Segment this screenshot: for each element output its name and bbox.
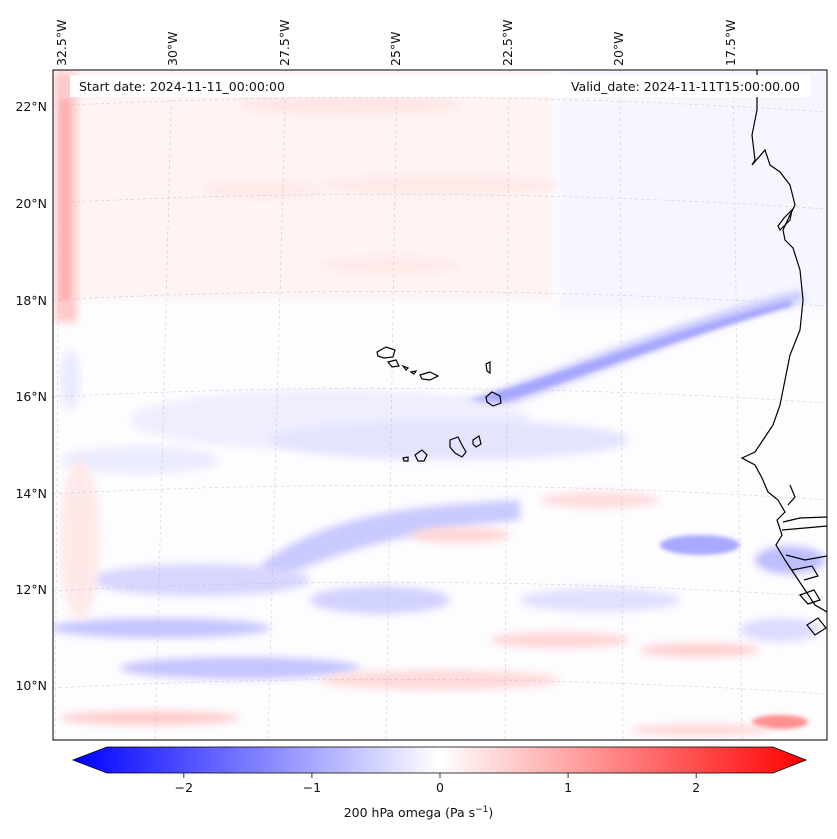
omega-field	[53, 70, 827, 736]
gridlines	[53, 70, 827, 740]
lat-label: 16°N	[15, 389, 47, 404]
colorbar-label: 200 hPa omega (Pa s−1)	[343, 805, 494, 821]
colorbar-tick-label: 0	[436, 780, 444, 795]
lat-label: 12°N	[15, 582, 47, 597]
colorbar-ticks: −2 −1 0 1 2	[175, 773, 700, 795]
coastline	[740, 70, 827, 636]
colorbar-bar	[71, 746, 808, 774]
lon-label: 30°W	[165, 31, 180, 66]
colorbar-tick-label: 2	[692, 780, 700, 795]
lat-label: 20°N	[15, 196, 47, 211]
latitude-labels: 22°N 20°N 18°N 16°N 14°N 12°N 10°N	[15, 99, 47, 693]
colorbar-tick-label: −1	[303, 780, 321, 795]
lon-label: 22.5°W	[500, 20, 515, 66]
lon-label: 25°W	[388, 31, 403, 66]
colorbar: −2 −1 0 1 2	[71, 746, 808, 795]
lat-label: 18°N	[15, 293, 47, 308]
valid-date: Valid_date: 2024-11-11T15:00:00.00	[571, 79, 800, 94]
cape-verde-islands	[376, 346, 502, 462]
header-box	[70, 75, 810, 97]
map-frame	[52, 69, 828, 741]
colorbar-tick-label: 1	[564, 780, 572, 795]
lon-label: 20°W	[611, 31, 626, 66]
longitude-labels: 32.5°W 30°W 27.5°W 25°W 22.5°W 20°W 17.5…	[54, 20, 738, 66]
lat-label: 10°N	[15, 678, 47, 693]
lon-label: 32.5°W	[54, 20, 69, 66]
lat-label: 22°N	[15, 99, 47, 114]
map-panel: Start date: 2024-11-11_00:00:00 Valid_da…	[52, 69, 828, 741]
lat-label: 14°N	[15, 486, 47, 501]
lon-label: 17.5°W	[723, 20, 738, 66]
colorbar-tick-label: −2	[175, 780, 193, 795]
lon-label: 27.5°W	[277, 20, 292, 66]
start-date: Start date: 2024-11-11_00:00:00	[79, 79, 285, 94]
